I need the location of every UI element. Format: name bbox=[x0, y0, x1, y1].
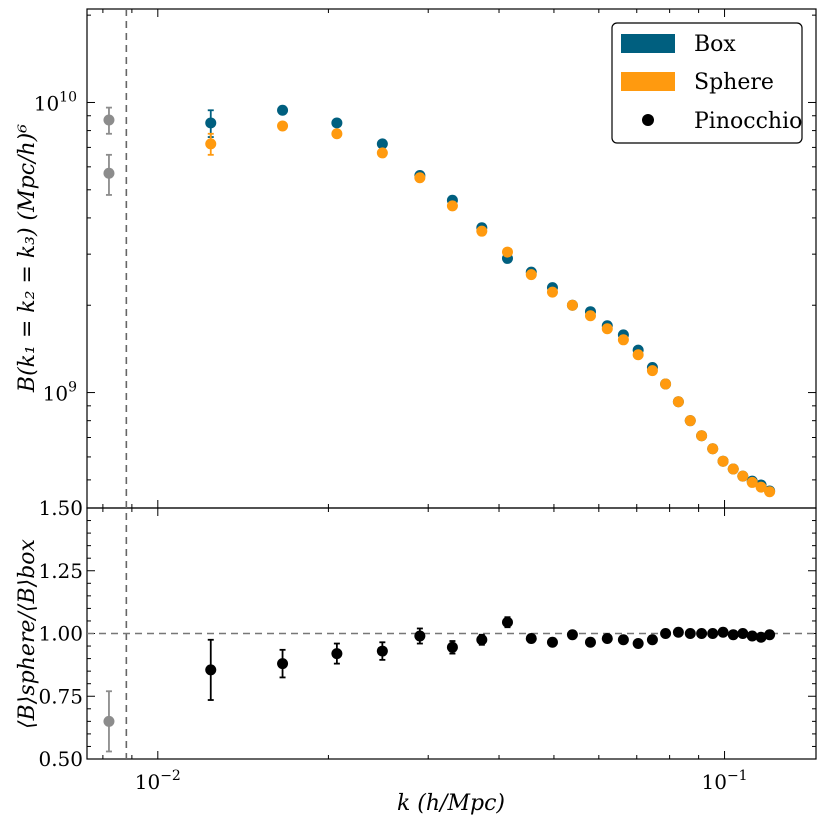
sphere-point bbox=[584, 310, 596, 322]
reference-lines bbox=[87, 9, 816, 759]
sphere-point bbox=[205, 138, 217, 150]
sphere-point bbox=[707, 443, 719, 455]
pinocchio-point bbox=[331, 648, 343, 660]
sphere-point bbox=[660, 378, 672, 390]
top-ytick-label-1e9: 109 bbox=[43, 380, 77, 406]
pinocchio-point bbox=[617, 634, 629, 646]
legend: Box Sphere Pinocchio bbox=[611, 22, 803, 144]
xtick-label-1e-1: 10−1 bbox=[701, 768, 747, 794]
pinocchio-point bbox=[205, 664, 217, 676]
sphere-point bbox=[646, 365, 658, 377]
sphere-point bbox=[764, 486, 776, 498]
sphere-point bbox=[546, 286, 558, 298]
pinocchio-point bbox=[660, 628, 672, 639]
sphere-point bbox=[632, 349, 644, 361]
sphere-point bbox=[755, 481, 767, 493]
bottom-y-axis-label: ⟨B⟩sphere/⟨B⟩box bbox=[15, 538, 40, 729]
pinocchio-grey-point bbox=[103, 167, 115, 179]
legend-pinocchio-label: Pinocchio bbox=[694, 109, 802, 134]
sphere-point bbox=[617, 334, 629, 346]
x-axis-label: k (h/Mpc) bbox=[397, 791, 505, 816]
sphere-point bbox=[277, 120, 289, 132]
sphere-point bbox=[684, 415, 696, 427]
pinocchio-point bbox=[707, 628, 719, 639]
sphere-point bbox=[601, 323, 613, 335]
sphere-point bbox=[331, 128, 343, 140]
box-point bbox=[205, 117, 217, 129]
sphere-point bbox=[446, 200, 458, 212]
pinocchio-point bbox=[717, 626, 729, 638]
pinocchio-point bbox=[476, 634, 488, 646]
sphere-point bbox=[672, 396, 684, 408]
bottom-ytick-label: 0.75 bbox=[38, 684, 83, 708]
pinocchio-point bbox=[696, 628, 708, 639]
xtick-label-1e-2: 10−2 bbox=[135, 768, 181, 794]
top-panel-ticks bbox=[87, 9, 816, 509]
pinocchio-point bbox=[684, 628, 696, 639]
top-y-axis-label: B(k₁ = k₂ = k₃) (Mpc/h)⁶ bbox=[15, 124, 40, 393]
top-panel-marks bbox=[103, 104, 776, 498]
legend-pinocchio-marker bbox=[642, 114, 654, 126]
pinocchio-point bbox=[584, 636, 596, 648]
pinocchio-point bbox=[376, 645, 388, 657]
pinocchio-point bbox=[764, 629, 776, 641]
pinocchio-point bbox=[566, 629, 578, 641]
pinocchio-point bbox=[414, 630, 426, 642]
sphere-point bbox=[727, 463, 739, 475]
bottom-panel-marks bbox=[103, 616, 776, 753]
pinocchio-point bbox=[525, 633, 537, 645]
pinocchio-point bbox=[632, 638, 644, 650]
sphere-point bbox=[717, 455, 729, 467]
pinocchio-point bbox=[601, 633, 613, 645]
sphere-point bbox=[501, 246, 513, 258]
sphere-point bbox=[737, 470, 749, 482]
sphere-point bbox=[696, 430, 708, 442]
legend-box-patch bbox=[621, 34, 675, 53]
sphere-point bbox=[476, 225, 488, 237]
pinocchio-point bbox=[546, 636, 558, 648]
pinocchio-point bbox=[727, 629, 739, 641]
bottom-ytick-label: 1.00 bbox=[38, 622, 83, 646]
bottom-panel-ticks bbox=[87, 507, 816, 760]
box-point bbox=[277, 104, 289, 116]
pinocchio-point bbox=[446, 641, 458, 653]
pinocchio-point bbox=[746, 630, 758, 642]
sphere-point bbox=[566, 299, 578, 311]
sphere-point bbox=[746, 476, 758, 488]
bottom-ytick-label: 1.25 bbox=[38, 559, 83, 583]
pinocchio-point bbox=[501, 616, 513, 628]
bottom-ytick-label: 1.50 bbox=[38, 496, 83, 520]
pinocchio-point bbox=[646, 634, 658, 646]
pinocchio-grey-point bbox=[103, 715, 115, 727]
legend-sphere-label: Sphere bbox=[694, 70, 774, 95]
box-point bbox=[376, 138, 388, 150]
pinocchio-point bbox=[755, 631, 767, 643]
sphere-point bbox=[525, 269, 537, 281]
pinocchio-point bbox=[672, 626, 684, 638]
sphere-point bbox=[414, 172, 426, 184]
pinocchio-point bbox=[277, 658, 289, 670]
legend-box-label: Box bbox=[694, 32, 736, 57]
bottom-ytick-label: 0.50 bbox=[38, 747, 83, 771]
top-ytick-label-1e10: 1010 bbox=[34, 89, 77, 115]
box-point bbox=[331, 117, 343, 129]
legend-sphere-patch bbox=[621, 72, 675, 91]
pinocchio-grey-point bbox=[103, 114, 115, 126]
sphere-point bbox=[376, 147, 388, 159]
pinocchio-point bbox=[737, 628, 749, 639]
